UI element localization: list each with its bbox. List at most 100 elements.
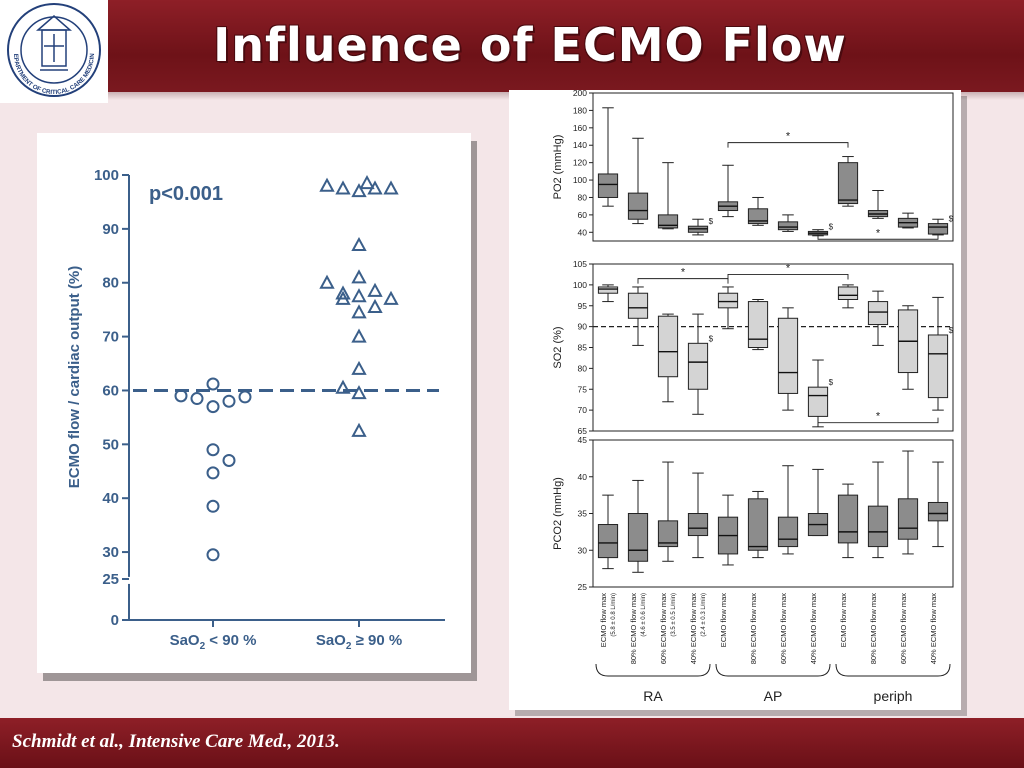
x-category-label: 40% ECMO flow max [929, 593, 938, 665]
so2-significance-mark: $ [949, 326, 954, 335]
scatter-point-triangle [335, 379, 351, 394]
so2-y-tick-label: 65 [578, 426, 588, 436]
so2-y-tick-label: 95 [578, 301, 588, 311]
footer-band [0, 718, 1024, 768]
pco2-box [897, 498, 919, 540]
pco2-box [657, 520, 679, 548]
po2-significance-mark: $ [709, 217, 714, 226]
x-category-label: ECMO flow max [599, 593, 608, 647]
boxplot-chart: 40 60 80 100 120 140 160 180 200 PO2 (mmHg) $ $ $ * * 6… [552, 88, 954, 704]
scatter-point-circle [222, 453, 236, 467]
pco2-box [747, 498, 769, 551]
scatter-point-circle [174, 389, 188, 403]
so2-bracket [817, 417, 939, 424]
so2-y-axis-label: SO2 (%) [552, 326, 564, 368]
x-category-label: 60% ECMO flow max [779, 593, 788, 665]
pco2-box [837, 494, 859, 544]
so2-box [927, 334, 949, 399]
scatter-point-circle [206, 443, 220, 457]
scatter-panel: 0 25 30 40 50 60 70 80 90 100 ECMO flow / cardiac … [37, 133, 471, 673]
so2-box [777, 317, 799, 394]
po2-bracket-star: * [876, 227, 881, 239]
x-category-label: 80% ECMO flow max [749, 593, 758, 665]
y-tick-label: 30 [102, 544, 119, 561]
so2-box [747, 301, 769, 348]
y-tick-label: 70 [102, 329, 119, 346]
x-category-sublabel: (5.8 ± 0.8 L/min) [611, 593, 617, 637]
po2-bracket [727, 142, 849, 148]
so2-box [657, 315, 679, 378]
po2-y-tick-label: 200 [573, 90, 587, 98]
po2-box [837, 162, 859, 205]
po2-box [597, 173, 619, 198]
scatter-point-triangle [367, 180, 383, 195]
po2-box [747, 208, 769, 225]
so2-y-tick-label: 100 [573, 280, 587, 290]
so2-box [717, 292, 739, 309]
boxplot-panel: 40 60 80 100 120 140 160 180 200 PO2 (mmHg) $ $ $ * * 6… [509, 88, 961, 710]
logo-box: DEPARTMENT OF CRITICAL CARE MEDICINE [0, 0, 108, 103]
x-category-label: 60% ECMO flow max [659, 593, 668, 665]
x-category-label: 80% ECMO flow max [629, 593, 638, 665]
scatter-point-circle [222, 394, 236, 408]
x-category-label: ECMO flow max [839, 593, 848, 647]
po2-bracket [817, 234, 939, 240]
po2-bracket-star: * [786, 131, 791, 143]
po2-y-tick-label: 40 [578, 227, 588, 237]
x-group-label-sub: 2 [346, 641, 352, 652]
group-label: periph [874, 688, 913, 704]
po2-y-tick-label: 140 [573, 140, 587, 150]
x-category-label: 80% ECMO flow max [869, 593, 878, 665]
y-tick-label: 80 [102, 275, 119, 292]
y-tick-label: 40 [102, 490, 119, 507]
group-label: AP [764, 688, 783, 704]
po2-y-tick-label: 80 [578, 192, 588, 202]
so2-y-tick-label: 105 [573, 259, 587, 269]
so2-bracket-star: * [681, 267, 686, 279]
x-category-label: ECMO flow max [719, 593, 728, 647]
po2-y-axis-label: PO2 (mmHg) [552, 135, 564, 200]
so2-box [687, 342, 709, 390]
group-brace [715, 663, 831, 677]
so2-bracket [637, 278, 729, 284]
y-tick-label: 50 [102, 436, 119, 453]
so2-bracket-star: * [786, 262, 791, 274]
scatter-point-triangle [351, 422, 367, 437]
scatter-point-triangle [383, 290, 399, 305]
y-tick-label: 25 [102, 571, 119, 588]
so2-box [837, 286, 859, 300]
pco2-y-tick-label: 30 [578, 545, 588, 555]
y-tick-label: 90 [102, 221, 119, 238]
pco2-box [867, 505, 889, 548]
so2-significance-mark: $ [709, 334, 714, 343]
slide-title: Influence of ECMO Flow [213, 18, 847, 72]
x-group-label-main: SaO [170, 632, 200, 649]
x-group-label: SaO2 ≥ 90 % [316, 632, 402, 652]
group-label: RA [643, 688, 663, 704]
po2-y-tick-label: 120 [573, 158, 587, 168]
pco2-y-tick-label: 40 [578, 472, 588, 482]
po2-y-tick-label: 160 [573, 123, 587, 133]
scatter-point-triangle [335, 285, 351, 300]
po2-box [927, 223, 949, 235]
scatter-chart: 0 25 30 40 50 60 70 80 90 100 ECMO flow / cardiac … [66, 167, 445, 652]
scatter-point-triangle [351, 328, 367, 343]
scatter-point-circle [206, 400, 220, 414]
scatter-point-triangle [335, 290, 351, 305]
x-category-label: 40% ECMO flow max [809, 593, 818, 665]
y-tick-label: 60 [102, 382, 119, 399]
scatter-point-circle [206, 548, 220, 562]
so2-bracket-star: * [876, 411, 881, 423]
y-tick-label: 100 [94, 167, 119, 184]
po2-y-tick-label: 100 [573, 175, 587, 185]
scatter-point-triangle [367, 282, 383, 297]
so2-box [867, 301, 889, 326]
po2-significance-mark: $ [829, 222, 834, 231]
so2-box [627, 292, 649, 319]
scatter-point-circle [206, 499, 220, 513]
x-group-label-sub: 2 [200, 641, 206, 652]
x-category-label: 60% ECMO flow max [899, 593, 908, 665]
scatter-point-triangle [367, 298, 383, 313]
x-group-label: SaO2 < 90 % [170, 632, 257, 652]
group-brace [595, 663, 711, 677]
